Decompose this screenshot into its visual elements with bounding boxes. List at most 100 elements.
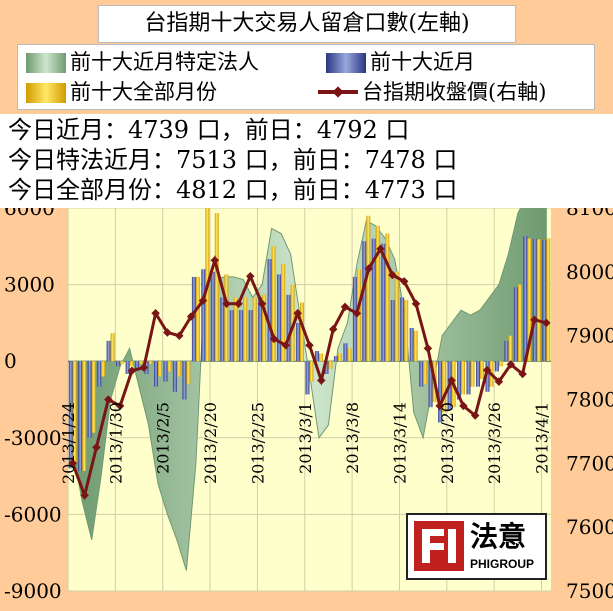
bar-near-month <box>68 361 73 469</box>
bar-near-month <box>201 269 206 362</box>
bar-all-months <box>271 246 276 362</box>
line-point <box>281 340 291 350</box>
x-axis-tick-label: 2013/2/20 <box>201 402 220 484</box>
line-point <box>340 302 350 312</box>
bar-all-months <box>252 297 257 362</box>
x-axis-tick-label: 2013/3/1 <box>296 402 315 474</box>
bar-all-months <box>158 361 162 377</box>
bar-near-month <box>390 299 395 362</box>
bar-near-month <box>400 297 405 362</box>
bar-near-month <box>371 238 376 362</box>
bar-all-months <box>129 361 134 367</box>
line-point <box>198 296 208 305</box>
bar-near-month <box>210 271 215 362</box>
line-point <box>257 299 267 309</box>
bar-all-months <box>110 333 115 362</box>
x-axis-tick-label: 2013/1/24 <box>59 402 78 484</box>
logo: 法意 PHIGROUP <box>406 513 547 580</box>
line-point <box>139 363 149 372</box>
right-axis-tick-label: 8000 <box>566 260 613 284</box>
bar-all-months <box>337 353 342 362</box>
bar-all-months <box>527 238 532 362</box>
bar-near-month <box>315 351 319 362</box>
bar-near-month <box>229 310 234 362</box>
bar-near-month <box>239 310 244 362</box>
line-point <box>305 340 314 350</box>
left-axis-tick-label: -9000 <box>4 579 62 603</box>
right-axis-tick-label: 7600 <box>566 515 613 539</box>
bar-all-months <box>148 361 153 364</box>
left-axis-tick-label: 3000 <box>4 273 55 297</box>
bar-all-months <box>328 361 333 369</box>
right-axis-tick-label: 7800 <box>566 388 613 412</box>
line-point <box>186 312 196 321</box>
bar-near-month <box>542 240 547 362</box>
bar-all-months <box>186 361 191 385</box>
line-point <box>222 299 231 309</box>
chart-title: 台指期十大交易人留倉口數(左軸) <box>98 5 516 43</box>
bar-all-months <box>394 271 399 362</box>
stat-near-month: 今日近月：4739 口，前日：4792 口 <box>8 116 410 144</box>
bar-all-months <box>442 361 447 413</box>
bar-near-month <box>277 274 282 362</box>
x-axis-tick-label: 2013/3/8 <box>343 402 362 474</box>
bar-near-month <box>116 361 121 367</box>
bar-near-month <box>343 343 348 362</box>
bar-near-month <box>258 297 263 362</box>
line-point <box>92 443 101 452</box>
x-axis-tick-label: 2013/1/30 <box>106 402 125 484</box>
bar-all-months <box>167 361 172 372</box>
bar-near-month <box>428 361 433 408</box>
bar-near-month <box>163 361 168 382</box>
bar-all-months <box>281 264 286 362</box>
bar-near-month <box>476 361 480 387</box>
bar-all-months <box>461 361 465 395</box>
line-point <box>127 366 137 376</box>
bar-near-month <box>125 361 130 374</box>
stat-institution-near-month: 今日特法近月：7513 口，前日：7478 口 <box>8 146 458 174</box>
line-point <box>506 360 516 369</box>
line-point <box>175 331 184 340</box>
bar-all-months <box>536 239 541 362</box>
line-point <box>293 309 302 318</box>
logo-text-cn: 法意 <box>470 520 527 553</box>
line-point <box>470 411 480 420</box>
line-point <box>494 377 504 386</box>
bar-near-month <box>494 361 499 372</box>
bar-near-month <box>248 310 253 362</box>
bar-all-months <box>347 348 352 362</box>
right-axis-tick-label: 7900 <box>566 324 613 348</box>
bar-all-months <box>366 215 371 362</box>
bar-near-month <box>419 361 424 387</box>
legend-swatch-yellow <box>26 83 66 103</box>
line-point <box>246 272 255 281</box>
line-point <box>435 401 444 411</box>
legend-label-area: 前十大近月特定法人 <box>70 50 259 74</box>
line-point <box>68 459 77 468</box>
x-axis-tick-label: 2013/3/20 <box>438 402 457 484</box>
bar-series <box>68 190 551 471</box>
bar-near-month <box>296 322 301 362</box>
bar-near-month <box>333 356 338 362</box>
stat-all-months: 今日全部月份：4812 口，前日：4773 口 <box>8 176 458 204</box>
legend-swatch-blue <box>326 53 366 73</box>
line-point <box>376 244 385 254</box>
line-point <box>459 401 468 411</box>
line-point <box>115 401 125 411</box>
line-point <box>482 365 492 375</box>
bar-near-month <box>172 361 177 392</box>
bar-all-months <box>375 225 380 362</box>
bar-near-month <box>381 243 386 362</box>
bar-all-months <box>423 361 428 385</box>
x-axis-tick-label: 2013/3/14 <box>391 402 410 484</box>
bar-all-months <box>195 276 200 362</box>
line-point <box>317 376 326 385</box>
line-point <box>104 395 113 404</box>
line-point <box>352 309 362 318</box>
bar-all-months <box>470 361 475 387</box>
line-point <box>388 270 397 280</box>
bar-near-month <box>352 276 357 362</box>
bar-all-months <box>233 297 238 362</box>
bar-all-months <box>309 361 314 382</box>
